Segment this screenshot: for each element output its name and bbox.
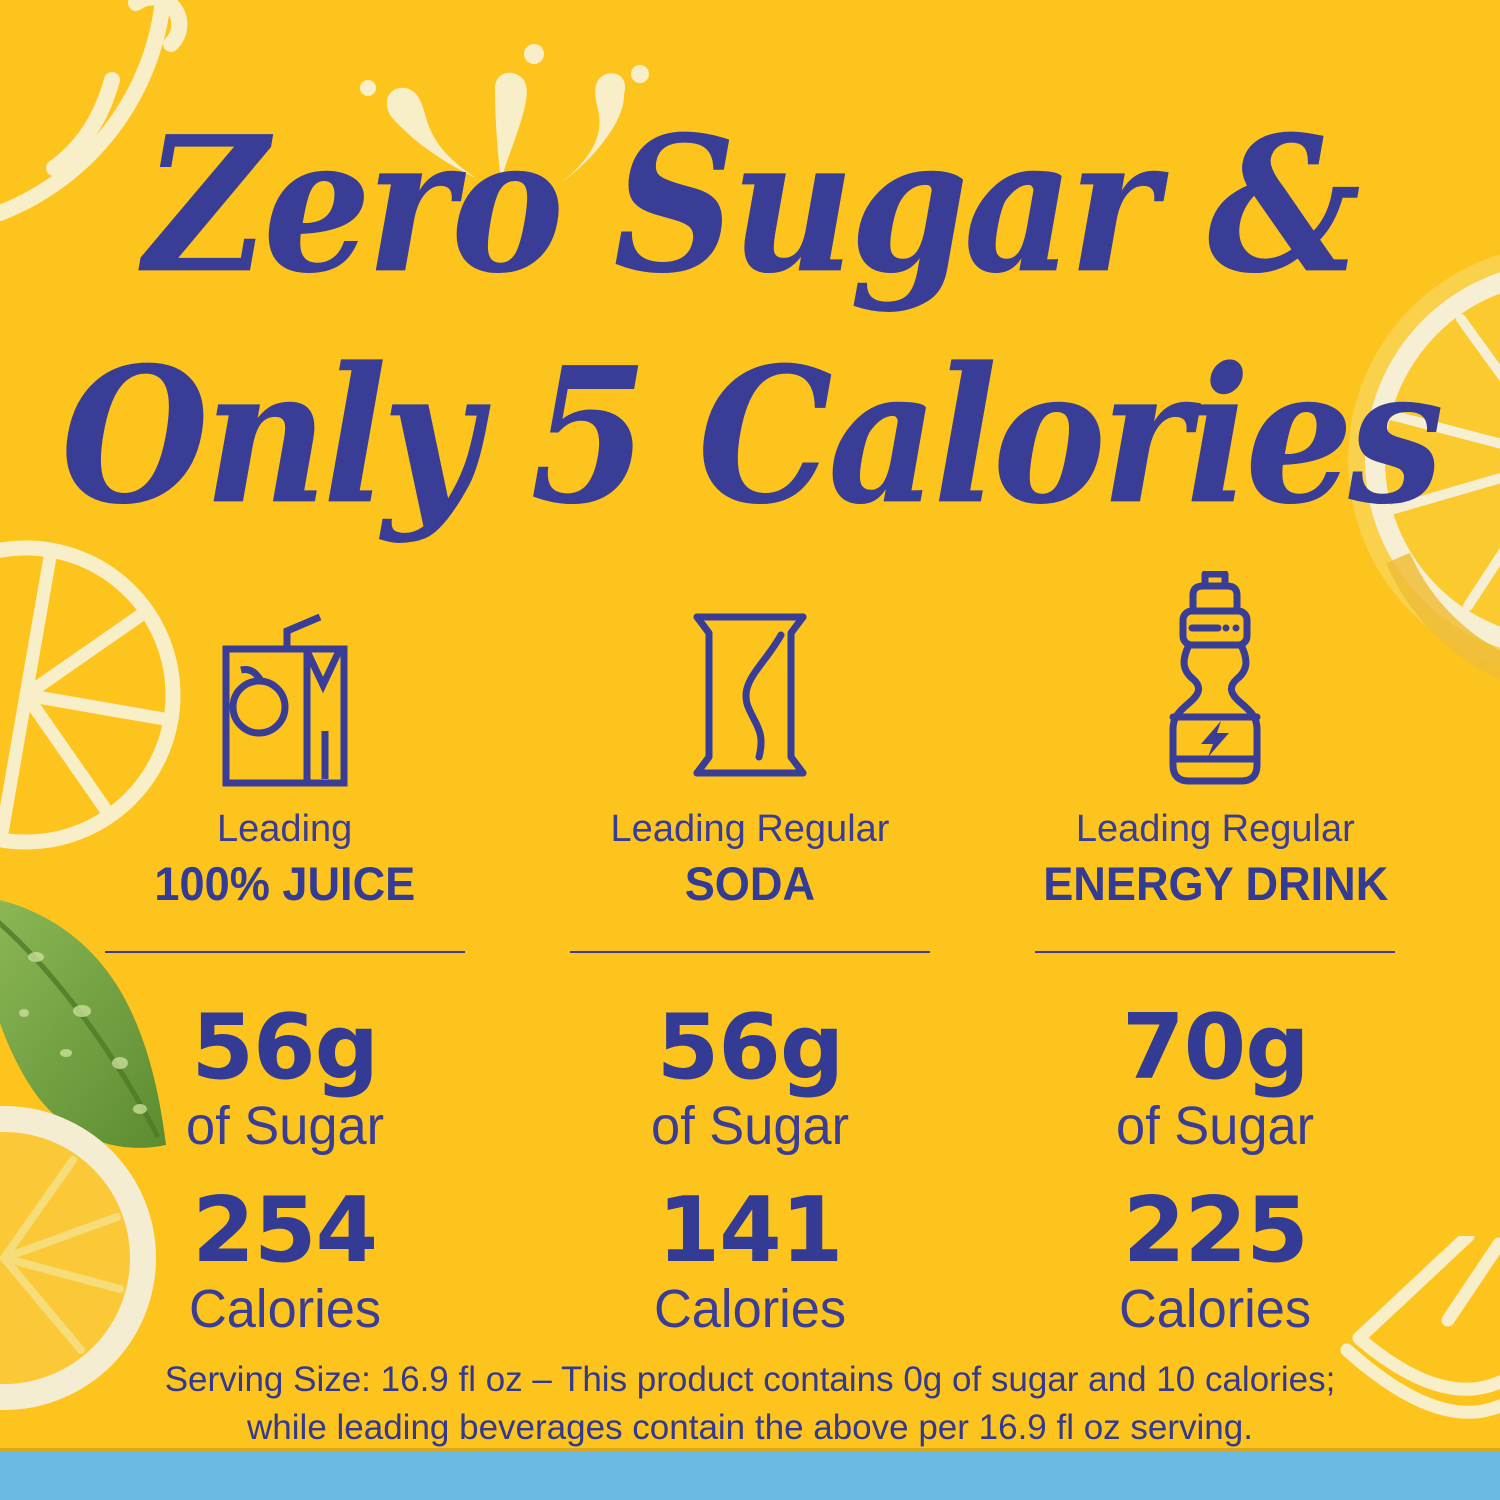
calories-label: Calories [653, 1279, 847, 1340]
headline-line1: Zero Sugar & [143, 95, 1361, 316]
energy-drink-bottle-icon [1167, 563, 1263, 789]
column-label-line2: 100% JUICE [154, 856, 416, 910]
sugar-label: of Sugar [1116, 1095, 1315, 1156]
sugar-value: 56g [656, 994, 845, 1100]
sugar-label: of Sugar [185, 1095, 384, 1156]
footnote-line2: while leading beverages contain the abov… [247, 1408, 1253, 1448]
sugar-value: 70g [1121, 994, 1310, 1100]
serving-size-footnote: Serving Size: 16.9 fl oz – This product … [0, 1356, 1500, 1453]
column-soda: Leading Regular SODA 56g of Sugar 141 Ca… [517, 563, 982, 1340]
column-divider [1035, 950, 1396, 953]
column-divider [104, 950, 465, 953]
column-label-line2: ENERGY DRINK [1042, 856, 1388, 910]
column-label-line1: Leading [217, 808, 353, 850]
calories-value: 254 [192, 1178, 378, 1284]
bottom-strip [0, 1448, 1500, 1500]
headline-line2: Only 5 Calories [60, 326, 1444, 547]
sugar-value: 56g [191, 994, 379, 1100]
calories-label: Calories [188, 1279, 381, 1340]
juice-box-icon [221, 563, 349, 789]
comparison-columns: Leading 100% JUICE 56g of Sugar 254 Calo… [52, 563, 1448, 1340]
calories-value: 141 [657, 1178, 844, 1284]
sugar-label: of Sugar [650, 1095, 850, 1156]
column-label-line2: SODA [684, 856, 816, 910]
headline: Zero Sugar & Only 5 Calories [0, 112, 1500, 530]
footnote-line1: Serving Size: 16.9 fl oz – This product … [164, 1360, 1336, 1399]
column-divider [569, 950, 930, 953]
column-energy-drink: Leading Regular ENERGY DRINK 70g of Suga… [983, 563, 1448, 1340]
column-label-line1: Leading Regular [1075, 808, 1355, 850]
calories-value: 225 [1122, 1178, 1309, 1284]
column-label-line1: Leading Regular [610, 808, 890, 850]
calories-label: Calories [1119, 1279, 1312, 1340]
column-juice: Leading 100% JUICE 56g of Sugar 254 Calo… [52, 563, 517, 1340]
soda-can-icon [691, 563, 809, 789]
